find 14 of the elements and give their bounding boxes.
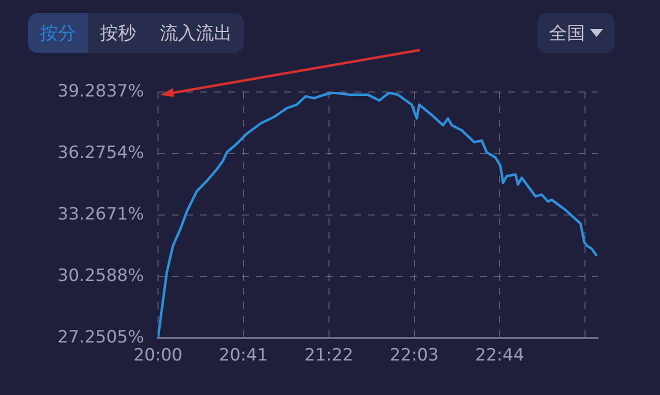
y-tick-label: 27.2505% — [58, 327, 144, 348]
y-tick-label: 30.2588% — [58, 266, 144, 286]
text: 全国 — [549, 22, 585, 45]
y-tick-label: 39.2837% — [58, 81, 144, 102]
text: 流入流出 — [159, 22, 233, 46]
y-tick-label: 33.2671% — [58, 204, 144, 224]
x-tick-label: 21:22 — [304, 346, 354, 366]
x-tick-label: 20:00 — [134, 346, 182, 366]
y-tick-label: 36.2754% — [58, 142, 144, 163]
text: 按秒 — [99, 22, 137, 46]
text: 按分 — [28, 13, 88, 53]
x-tick-label: 20:41 — [218, 346, 268, 366]
x-tick-label: 22:44 — [475, 346, 524, 366]
x-tick-label: 22:03 — [390, 346, 439, 366]
